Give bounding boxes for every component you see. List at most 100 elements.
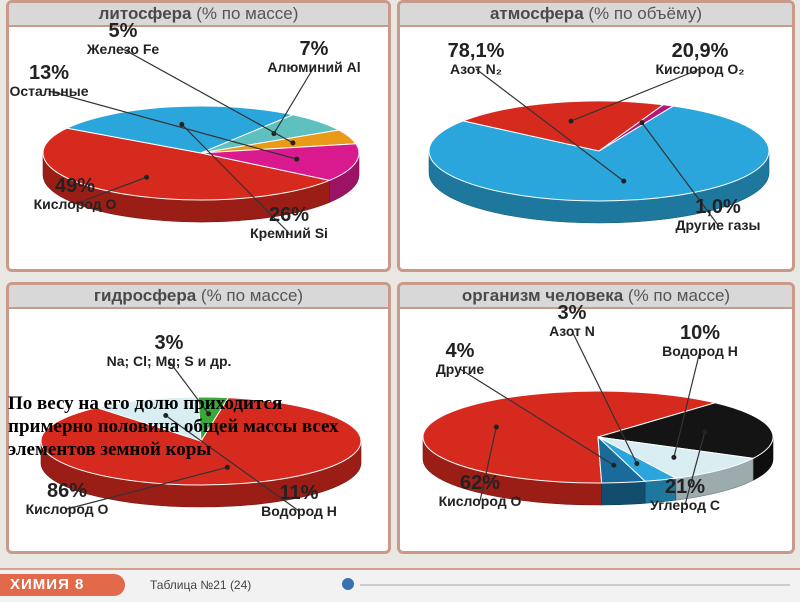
chart-title: гидросфера <box>93 286 197 305</box>
footer-divider <box>360 584 790 586</box>
leader-dot <box>163 413 169 419</box>
leader-dot <box>639 120 645 126</box>
leader-dot <box>634 461 640 467</box>
leader-line <box>66 466 228 510</box>
leader-line <box>673 350 701 458</box>
slice-name-label: Кислород O <box>439 493 522 509</box>
leader-line <box>273 66 315 134</box>
leader-dot <box>224 464 230 470</box>
chart-unit: (% по массе) <box>627 286 731 305</box>
pie-slice <box>65 105 295 154</box>
pie-slice <box>42 127 332 201</box>
leader-line <box>74 176 147 205</box>
pie-slice <box>461 100 665 152</box>
slice-percent-label: 21% <box>665 476 705 498</box>
slice-name-label: Углерод C <box>650 497 720 513</box>
leader-line <box>48 90 297 160</box>
pie-slice <box>597 402 774 459</box>
slice-name-label: Na; Cl; Mg; S и др. <box>107 353 232 369</box>
panel-title: литосфера (% по массе) <box>9 3 388 27</box>
chart-unit: (% по объёму) <box>588 4 703 23</box>
chart-panel-lithosphere: литосфера (% по массе) 49% Кислород O 26% К… <box>6 0 391 272</box>
slice-percent-label: 1,0% <box>695 196 741 218</box>
leader-dot <box>493 424 499 430</box>
leader-dot <box>294 156 300 162</box>
overlay-caption: По весу на его долю приходится примерно … <box>8 393 339 460</box>
panel-title: гидросфера (% по массе) <box>9 285 388 309</box>
pie-slice <box>598 104 675 152</box>
leader-line <box>684 431 706 506</box>
slice-percent-label: 7% <box>300 38 329 60</box>
chart-title: литосфера <box>98 4 192 23</box>
slice-percent-label: 26% <box>269 204 309 226</box>
slice-name-label: Кислород O₂ <box>655 61 744 77</box>
slice-percent-label: 4% <box>446 340 475 362</box>
leader-line <box>571 330 638 464</box>
slice-name-label: Кислород O <box>26 501 109 517</box>
leader-line <box>181 124 290 234</box>
subject-badge: ХИМИЯ 8 <box>0 574 125 596</box>
slice-name-label: Железо Fe <box>86 41 160 57</box>
pie-chart-atmosphere: 78,1%Азот N₂ 20,9%Кислород O₂ 1,0%Другие г… <box>428 40 770 233</box>
slice-name-label: Азот N₂ <box>450 61 502 77</box>
leader-line <box>479 426 497 502</box>
leader-dot <box>179 121 185 127</box>
pie-slice <box>197 396 230 443</box>
chart-panel-hydrosphere: гидросфера (% по массе) 86% Кислород O 11%… <box>6 282 391 554</box>
leader-line <box>168 360 210 415</box>
leader-line <box>641 122 719 226</box>
slice-name-label: Водород H <box>662 343 738 359</box>
slice-percent-label: 3% <box>155 332 184 354</box>
slice-percent-label: 11% <box>280 482 319 504</box>
leader-line <box>459 368 615 466</box>
chart-panel-human-body: организм человека (% по массе) 62% Кислор… <box>397 282 795 554</box>
pie-slice <box>597 435 647 484</box>
slice-name-label: Другие газы <box>676 217 761 233</box>
pie-chart-lithosphere: 49%Кислород O 26%Кремний Si 7%Алюминий Al 5… <box>9 20 360 241</box>
slice-percent-label: 3% <box>558 302 587 324</box>
publisher-logo-icon <box>342 578 354 590</box>
panel-title: организм человека (% по массе) <box>400 285 792 309</box>
slice-percent-label: 86% <box>47 480 87 502</box>
leader-dot <box>290 140 296 146</box>
pie-chart-human-body: 62%Кислород O 21%Углерод C 10%Водород H 3%А… <box>422 302 774 513</box>
footer-bar: ХИМИЯ 8 Таблица №21 (24) <box>0 568 800 602</box>
chart-unit: (% по массе) <box>196 4 299 23</box>
slice-name-label: Водород H <box>261 503 337 519</box>
slice-percent-label: 5% <box>109 20 138 42</box>
chart-unit: (% по массе) <box>200 286 304 305</box>
leader-line <box>570 68 701 122</box>
leader-line <box>475 68 625 182</box>
chart-title: атмосфера <box>489 4 584 23</box>
pie-slice <box>94 396 202 442</box>
slice-percent-label: 13% <box>29 62 69 84</box>
leader-dot <box>671 454 677 460</box>
leader-dot <box>611 462 617 468</box>
slice-name-label: Кислород O <box>34 196 117 212</box>
slice-name-label: Азот N <box>549 323 595 339</box>
pie-slice-side <box>601 480 646 506</box>
slice-name-label: Другие <box>436 361 485 377</box>
slice-percent-label: 10% <box>680 322 720 344</box>
leader-dot <box>702 429 708 435</box>
slice-percent-label: 49% <box>55 175 95 197</box>
pie-slice <box>428 105 770 202</box>
slice-name-label: Остальные <box>9 83 88 99</box>
table-number: Таблица №21 (24) <box>150 578 252 592</box>
slice-percent-label: 20,9% <box>672 40 729 62</box>
slice-percent-label: 62% <box>460 472 500 494</box>
panel-title: атмосфера (% по объёму) <box>400 3 792 27</box>
leader-dot <box>206 411 212 417</box>
slice-name-label: Алюминий Al <box>267 59 360 75</box>
leader-line <box>165 415 300 512</box>
slice-name-label: Кремний Si <box>250 225 328 241</box>
slice-percent-label: 78,1% <box>448 40 505 62</box>
chart-panel-atmosphere: атмосфера (% по объёму) 78,1% Азот N₂ 20,9… <box>397 0 795 272</box>
pie-chart-hydrosphere: 86%Кислород O 11%Водород H 3%Na; Cl; Mg; S… <box>26 332 362 519</box>
pie-slice <box>200 143 360 181</box>
leader-dot <box>144 174 150 180</box>
chart-title: организм человека <box>461 286 624 305</box>
leader-line <box>122 48 294 144</box>
leader-dot <box>621 178 627 184</box>
leader-dot <box>568 118 574 124</box>
